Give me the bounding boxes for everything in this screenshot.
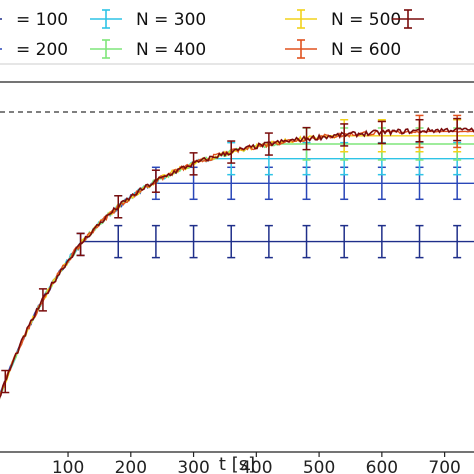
legend-marker: [90, 9, 122, 29]
series-n300: [0, 141, 474, 399]
error-bar: [114, 224, 123, 259]
legend-label: N = 300: [136, 10, 206, 30]
legend-marker: [90, 39, 122, 59]
x-tick-label: 600: [366, 458, 398, 474]
error-bar: [189, 224, 198, 259]
error-bar: [151, 224, 160, 259]
series-n600: [0, 114, 474, 398]
error-bar: [415, 224, 424, 259]
error-bar: [76, 232, 85, 257]
error-bar: [302, 224, 311, 259]
legend-label: N = 400: [136, 40, 206, 60]
series-group: [0, 114, 474, 400]
x-tick-label: 300: [177, 458, 209, 474]
error-bar: [302, 126, 311, 151]
legend-label: = 100: [16, 10, 68, 30]
error-bar: [415, 118, 424, 143]
series-line: [0, 135, 474, 400]
x-tick-label: 500: [303, 458, 335, 474]
series-line: [0, 157, 474, 399]
series-line: [0, 142, 474, 399]
error-bar: [227, 140, 236, 164]
error-bar: [453, 224, 462, 259]
series-n700: [0, 117, 474, 399]
plot-axes: [0, 81, 474, 453]
error-bar: [340, 123, 349, 147]
legend-label: N = 600: [331, 40, 401, 60]
error-bar: [264, 224, 273, 259]
x-tick-label: 400: [240, 458, 272, 474]
x-axis-label: t [s]: [219, 454, 255, 474]
legend-marker: [285, 39, 317, 59]
error-bar: [377, 120, 386, 145]
series-n500: [0, 119, 474, 400]
error-bar: [189, 152, 198, 176]
legend-label: N = 500: [331, 10, 401, 30]
error-bar: [453, 117, 462, 142]
series-n100: [0, 224, 474, 400]
error-bar: [1, 369, 10, 394]
error-bar: [264, 132, 273, 156]
series-line: [0, 130, 474, 398]
legend-marker: [285, 9, 317, 29]
legend: = 100 N = 300 N = 500 = 200 N = 400 N = 600: [0, 0, 474, 65]
error-bar: [151, 169, 160, 193]
series-line: [0, 126, 474, 399]
x-tick-label: 200: [115, 458, 147, 474]
x-tick-label: 700: [428, 458, 460, 474]
series-n200: [0, 166, 474, 399]
error-bar: [227, 224, 236, 259]
series-n400: [0, 127, 474, 399]
x-ticks: 100 200 300 400 500 600 700: [52, 452, 461, 474]
x-tick-label: 100: [52, 458, 84, 474]
legend-marker: [392, 9, 424, 29]
series-line: [0, 182, 474, 399]
series-line: [0, 240, 474, 400]
error-bar: [114, 195, 123, 219]
legend-frame: [0, 0, 474, 65]
error-bar: [38, 288, 47, 312]
error-bar: [340, 224, 349, 259]
error-bar: [377, 224, 386, 259]
legend-label: = 200: [16, 40, 68, 60]
